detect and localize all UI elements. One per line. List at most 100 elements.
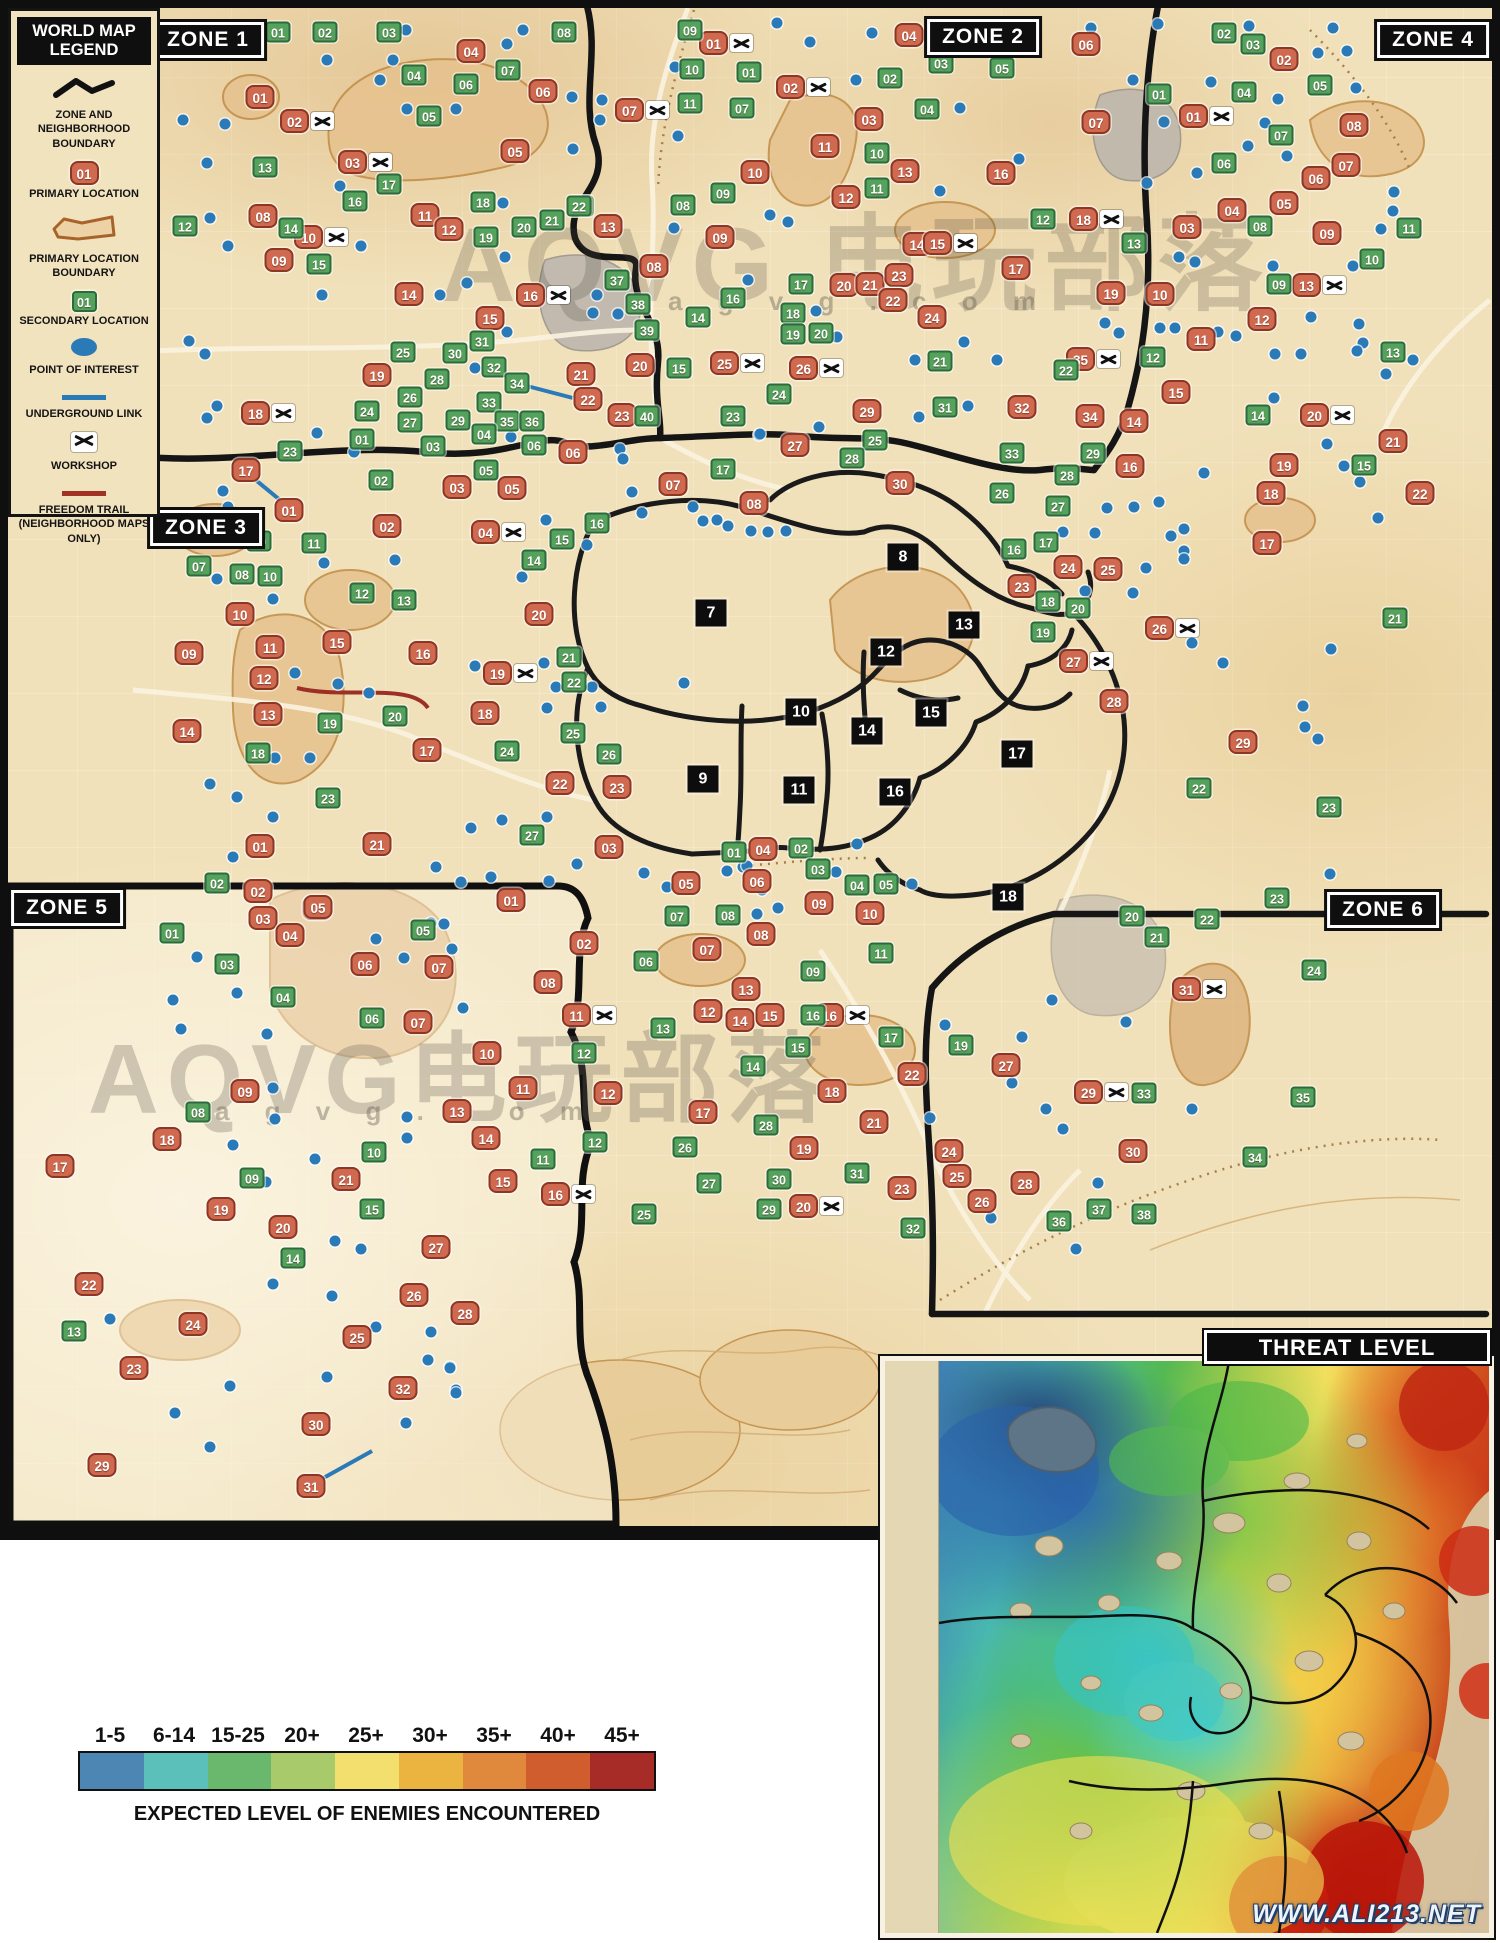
primary-location-marker: 02 <box>372 514 402 538</box>
poi-dot <box>501 326 513 338</box>
poi-dot <box>348 446 360 458</box>
marker-number: 04 <box>471 520 500 544</box>
marker-number: 18 <box>1256 481 1286 505</box>
primary-location-marker: 01 <box>699 31 753 55</box>
marker-number: 20 <box>789 1194 818 1218</box>
poi-dot <box>1212 326 1224 338</box>
primary-location-marker: 08 <box>248 204 278 228</box>
poi-dot <box>169 1407 181 1419</box>
marker-number: 01 <box>265 21 291 43</box>
poi-dot <box>167 994 179 1006</box>
poi-dot <box>745 525 757 537</box>
marker-number: 24 <box>1301 959 1327 981</box>
workshop-icon <box>1210 107 1233 125</box>
marker-number: 04 <box>1231 81 1257 103</box>
marker-number: 19 <box>483 661 512 685</box>
marker-number: 26 <box>399 1283 429 1307</box>
marker-number: 23 <box>1264 887 1290 909</box>
marker-number: 17 <box>45 1154 75 1178</box>
poi-dot <box>222 240 234 252</box>
marker-number: 21 <box>1382 607 1408 629</box>
marker-number: 01 <box>349 428 375 450</box>
marker-number: 02 <box>1211 22 1237 44</box>
marker-number: 21 <box>362 832 392 856</box>
primary-location-marker: 18 <box>1256 481 1286 505</box>
poi-dot <box>104 1313 116 1325</box>
poi-dot <box>269 752 281 764</box>
marker-number: 04 <box>894 23 924 47</box>
primary-location-marker: 02 <box>569 931 599 955</box>
legend-items: ZONE AND NEIGHBORHOOD BOUNDARY 01 PRIMARY … <box>11 75 157 546</box>
marker-number: 22 <box>74 1272 104 1296</box>
primary-location-marker: 12 <box>1247 307 1277 331</box>
marker-number: 05 <box>410 919 436 941</box>
poi-dot <box>1140 562 1152 574</box>
primary-location-marker: 19 <box>1096 281 1126 305</box>
marker-number: 26 <box>989 482 1015 504</box>
marker-number: 34 <box>1075 404 1105 428</box>
poi-dot <box>612 308 624 320</box>
zone-label-zone-4: ZONE 4 <box>1377 22 1489 58</box>
poi-dot <box>661 881 673 893</box>
marker-number: 08 <box>229 563 255 585</box>
marker-number: 09 <box>804 891 834 915</box>
primary-location-marker: 15 <box>1161 380 1191 404</box>
marker-number: 17 <box>376 173 402 195</box>
marker-number: 02 <box>569 931 599 955</box>
poi-dot <box>581 539 593 551</box>
marker-number: 23 <box>315 787 341 809</box>
scale-tick-label: 40+ <box>540 1724 576 1747</box>
poi-dot <box>1372 512 1384 524</box>
marker-number: 16 <box>800 1004 826 1026</box>
frame-right <box>1492 0 1500 1540</box>
legend-item: 01 PRIMARY LOCATION <box>11 160 157 201</box>
poi-dot <box>687 501 699 513</box>
marker-number: 03 <box>338 150 367 174</box>
marker-number: 14 <box>521 549 547 571</box>
secondary-location-marker: 24 <box>766 383 792 405</box>
scale-color-cell <box>335 1753 399 1789</box>
marker-number: 19 <box>206 1197 236 1221</box>
primary-location-icon: 01 <box>11 160 157 185</box>
secondary-location-marker: 09 <box>239 1167 265 1189</box>
marker-number: 08 <box>248 204 278 228</box>
poi-dot <box>211 400 223 412</box>
marker-number: 06 <box>1211 152 1237 174</box>
marker-number: 27 <box>1059 649 1088 673</box>
marker-number: 07 <box>658 472 688 496</box>
marker-number: 10 <box>1359 248 1385 270</box>
secondary-location-marker: 15 <box>359 1198 385 1220</box>
marker-number: 15 <box>1161 380 1191 404</box>
poi-dot <box>1387 205 1399 217</box>
primary-location-marker: 25 <box>710 351 764 375</box>
marker-number: 20 <box>268 1215 298 1239</box>
primary-location-marker: 11 <box>810 134 840 158</box>
marker-number: 13 <box>442 1099 472 1123</box>
marker-number: 24 <box>494 740 520 762</box>
primary-location-marker: 22 <box>74 1272 104 1296</box>
primary-location-marker: 20 <box>625 353 655 377</box>
poi-dot <box>1338 460 1350 472</box>
scale-tick-label: 30+ <box>412 1724 448 1747</box>
marker-number: 02 <box>312 21 338 43</box>
watermark-top: AQVG 电玩部落 <box>440 207 1271 324</box>
secondary-location-marker: 28 <box>839 447 865 469</box>
primary-location-marker: 19 <box>483 661 537 685</box>
primary-location-marker: 08 <box>533 970 563 994</box>
secondary-location-marker: 08 <box>229 563 255 585</box>
legend-item-label: POINT OF INTEREST <box>29 364 139 377</box>
marker-number: 09 <box>1266 273 1292 295</box>
primary-location-marker: 04 <box>748 837 778 861</box>
marker-number: 16 <box>342 190 368 212</box>
primary-location-marker: 14 <box>172 719 202 743</box>
marker-number: 14 <box>172 719 202 743</box>
poi-dot <box>1016 1031 1028 1043</box>
poi-dot <box>1341 45 1353 57</box>
primary-location-marker: 13 <box>731 977 761 1001</box>
scale-cells <box>78 1751 656 1791</box>
secondary-location-marker: 18 <box>245 742 271 764</box>
threat-overlay <box>939 1361 1489 1933</box>
poi-dot <box>566 91 578 103</box>
secondary-location-marker: 20 <box>1119 905 1145 927</box>
